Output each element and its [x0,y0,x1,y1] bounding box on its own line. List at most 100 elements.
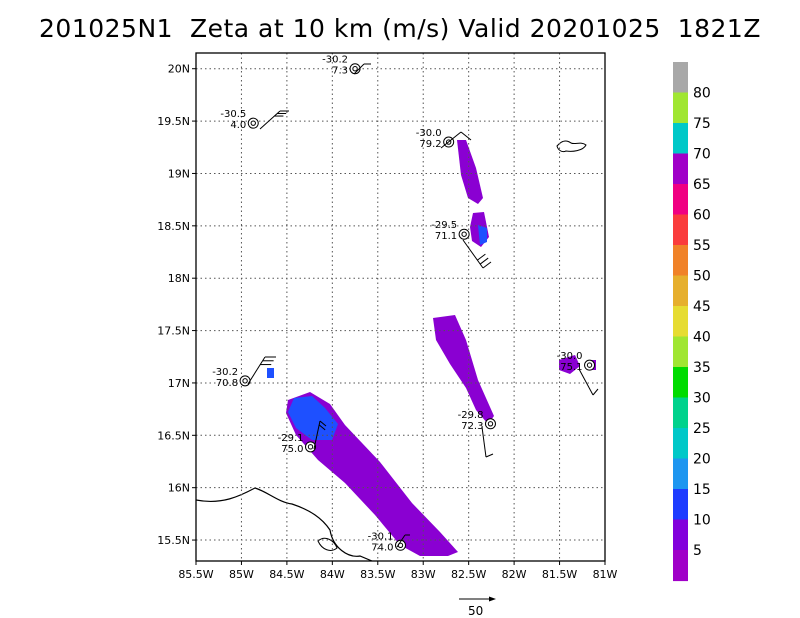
wind-barb-staff [353,63,365,75]
colorbar-swatch [673,397,688,429]
colorbar-swatch [673,306,688,338]
station-bottom-value: 74.0 [371,542,393,553]
station-circle [247,117,259,129]
y-tick-label: 16N [168,482,190,495]
station-inner-circle [352,66,358,72]
wind-barb-flag [460,131,472,141]
wind-barb [481,426,494,458]
station-bottom-value: 7.3 [332,66,348,77]
station-bottom-value: 4.0 [230,120,246,131]
wind-band-north2-core [478,225,487,245]
y-axis: 15.5N 16N 16.5N 17N 17.5N 18N 18.5N 19N 19.5N 20N [157,63,196,547]
wind-barb-staff [462,239,484,269]
colorbar-label: 40 [693,330,711,346]
chart-title: 201025N1 Zeta at 10 km (m/s) Valid 20201… [39,14,761,43]
colorbar-swatch [673,62,688,94]
station-circle [395,539,406,551]
y-tick-label: 17.5N [157,325,190,338]
x-tick-label: 83W [411,568,436,581]
station-inner-circle [461,231,467,237]
station-circle [349,63,361,75]
colorbar-swatch [673,519,688,551]
reference-vector: 50 [459,596,496,618]
colorbar-swatch [673,153,688,185]
wind-barb-flag [319,420,327,427]
station-circle [484,418,496,430]
wind-band-north [457,140,483,204]
station-bottom-value: 70.8 [216,378,238,389]
station-bottom-value: 75.1 [560,362,582,373]
station-circle [305,441,317,453]
station-models: -30.27.3-30.54.0-30.079.2-29.571.1-30.27… [212,55,599,553]
station-inner-circle [307,444,314,450]
x-tick-label: 81.5W [542,568,577,581]
station-bottom-value: 72.3 [461,421,483,432]
station-model: -30.079.2 [416,128,455,150]
station-top-value: -30.0 [416,128,442,139]
wind-barb-staff [396,534,406,548]
wind-barb [353,63,371,75]
x-tick-label: 84W [320,568,345,581]
colorbar-label: 15 [693,482,711,498]
station-model: -30.075.1 [557,351,596,373]
colorbar-swatch [673,367,688,399]
x-tick-label: 81W [593,568,618,581]
wind-barb [578,368,599,396]
station-top-value: -30.2 [322,55,348,66]
colorbar-swatch [673,275,688,307]
wind-barb [396,534,410,548]
station-circle [239,375,251,387]
wind-barb [440,131,472,149]
colorbar: 80 75 70 65 60 55 50 45 40 35 30 25 20 15 10 5 [673,62,711,582]
colorbar-label: 60 [693,208,711,224]
wind-barb-staff [247,356,266,385]
colorbar-label: 70 [693,147,711,163]
colorbar-swatch [673,458,688,490]
y-tick-label: 17N [168,377,190,390]
station-top-value: -30.1 [368,531,394,542]
wind-barb-staff [481,426,487,458]
station-top-value: -29.8 [458,410,484,421]
colorbar-swatch [673,92,688,124]
station-top-value: -30.0 [557,351,583,362]
colorbar-label: 20 [693,452,711,468]
colorbar-swatch [673,489,688,521]
wind-barb-flag [318,424,326,431]
station-model: -29.175.0 [278,433,317,455]
station-model: -29.571.1 [431,220,470,242]
x-tick-label: 84.5W [269,568,304,581]
x-tick-label: 85W [229,568,254,581]
colorbar-label: 80 [693,86,711,102]
colorbar-label: 45 [693,299,711,315]
wind-band-east [559,355,580,374]
reference-vector-label: 50 [468,604,483,618]
wind-barb-flag [485,453,494,458]
wind-barb [313,420,327,450]
colorbar-label: 55 [693,238,711,254]
y-tick-label: 19.5N [157,115,190,128]
station-model: -30.174.0 [368,531,406,553]
station-inner-circle [487,421,494,427]
station-circle [584,359,596,371]
station-model: -30.27.3 [322,55,361,77]
station-bottom-value: 75.0 [281,444,303,455]
y-tick-label: 18.5N [157,220,190,233]
x-tick-label: 83.5W [360,568,395,581]
colorbar-swatch [673,245,688,277]
wind-barb-flag [592,388,599,396]
y-tick-label: 19N [168,167,190,180]
station-inner-circle [445,139,452,145]
y-tick-label: 18N [168,272,190,285]
colorbar-label: 35 [693,360,711,376]
colorbar-swatch [673,428,688,460]
station-top-value: -30.5 [220,109,246,120]
station-inner-circle [586,362,593,368]
wind-barb [259,110,289,130]
colorbar-label: 50 [693,269,711,285]
wind-barb-flag [477,253,486,261]
station-circle [458,228,470,240]
colorbar-swatch [673,214,688,246]
coastline-central-america [196,487,373,561]
station-model: -30.54.0 [220,109,259,131]
